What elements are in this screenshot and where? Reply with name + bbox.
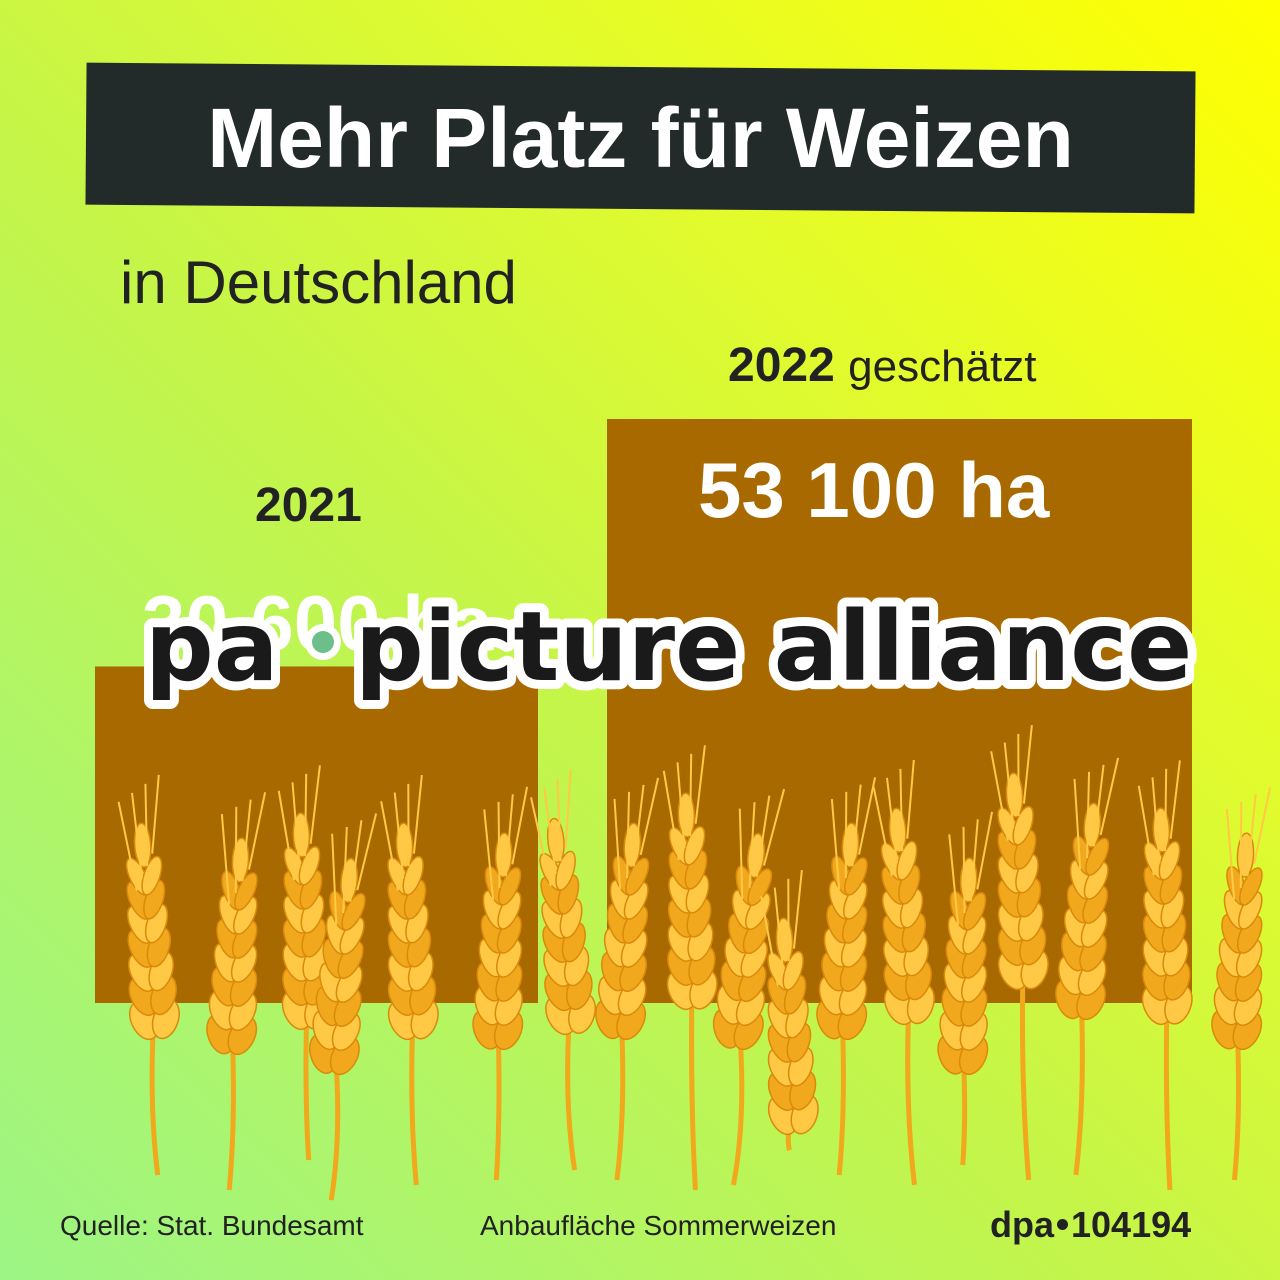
- credit-id: 104194: [1071, 1204, 1192, 1245]
- wheat-ear-icon: [308, 813, 378, 1201]
- category-label-2021: 2021: [255, 478, 362, 533]
- credit-brand: dpa: [990, 1204, 1055, 1245]
- wheat-ear-icon: [472, 786, 529, 1181]
- wheat-ear-icon: [530, 769, 597, 1171]
- credit-dot-icon: [1057, 1218, 1069, 1230]
- category-label-2022: 2022 geschätzt: [728, 338, 1036, 393]
- wheat-ear-icon: [816, 777, 877, 1176]
- wheat-ear-icon: [760, 870, 819, 1151]
- category-note: geschätzt: [848, 342, 1037, 391]
- wheat-ear-icon: [712, 788, 786, 1186]
- wheat-ear-icon: [595, 777, 660, 1181]
- page-title: Mehr Platz für Weizen: [207, 90, 1074, 185]
- wheat-ear-icon: [1211, 787, 1272, 1181]
- wheat-ear-icon: [117, 774, 180, 1176]
- chart-caption: Anbaufläche Sommerweizen: [480, 1210, 837, 1241]
- source-note: Quelle: Stat. Bundesamt: [60, 1210, 364, 1241]
- wheat-ear-icon: [1055, 757, 1120, 1176]
- category-year: 2021: [255, 479, 362, 532]
- bar-value-label-2022: 53 100 ha: [698, 446, 1050, 534]
- credit-dpa: dpa 104194: [990, 1204, 1191, 1246]
- wheat-ear-icon: [380, 775, 439, 1186]
- wheat-ear-icon: [990, 725, 1049, 1181]
- subtitle: in Deutschland: [120, 249, 517, 316]
- wheat-ear-icon: [1137, 760, 1193, 1191]
- wheat-ear-icon: [872, 759, 935, 1186]
- wheat-ear-icon: [206, 792, 267, 1191]
- bar-value-label-2021: 30 600 ha: [142, 579, 494, 667]
- category-year: 2022: [728, 339, 835, 392]
- wheat-ear-icon: [937, 811, 994, 1166]
- wheat-ear-icon: [662, 745, 718, 1191]
